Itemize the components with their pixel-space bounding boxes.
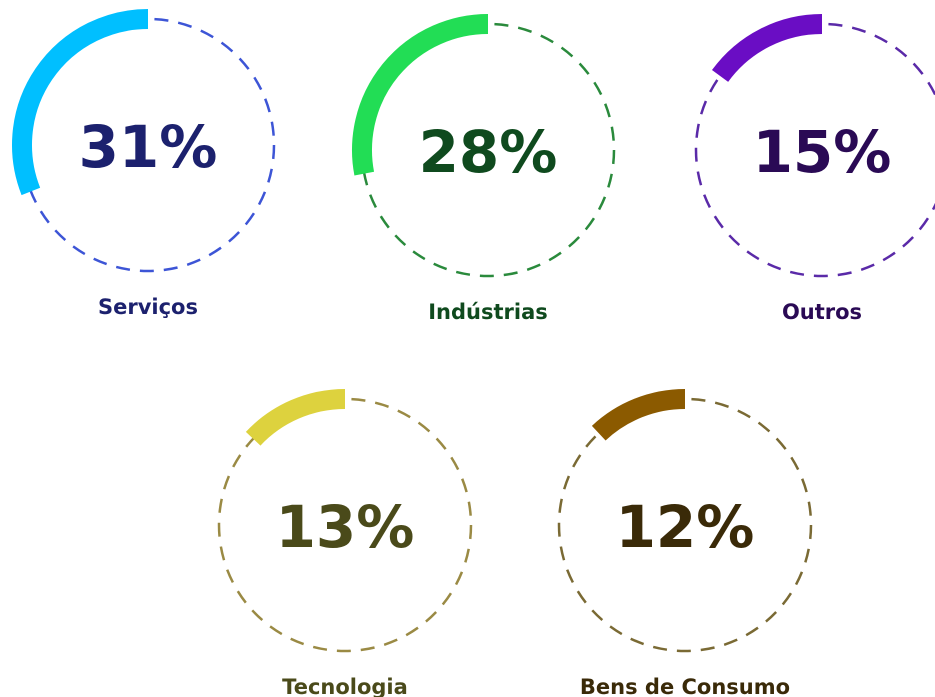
- gauge-value-label: 28%: [419, 118, 558, 186]
- gauge-track: [557, 397, 813, 653]
- gauge-track: [217, 397, 473, 653]
- gauge-arc: [12, 9, 149, 196]
- gauge-arc: [352, 14, 489, 176]
- gauge-arc: [591, 389, 686, 441]
- category-label: Outros: [782, 300, 862, 324]
- gauge-value-label: 12%: [616, 493, 755, 561]
- gauge-value-label: 13%: [276, 493, 415, 561]
- gauge-track: [694, 22, 935, 278]
- category-label: Serviços: [98, 295, 198, 319]
- category-label: Bens de Consumo: [580, 675, 790, 697]
- gauge-value-label: 31%: [79, 113, 218, 181]
- gauge-arc: [711, 14, 823, 83]
- gauge-value-label: 15%: [753, 118, 892, 186]
- gauge-arc: [245, 389, 346, 446]
- category-label: Indústrias: [428, 300, 548, 324]
- category-label: Tecnologia: [282, 675, 408, 697]
